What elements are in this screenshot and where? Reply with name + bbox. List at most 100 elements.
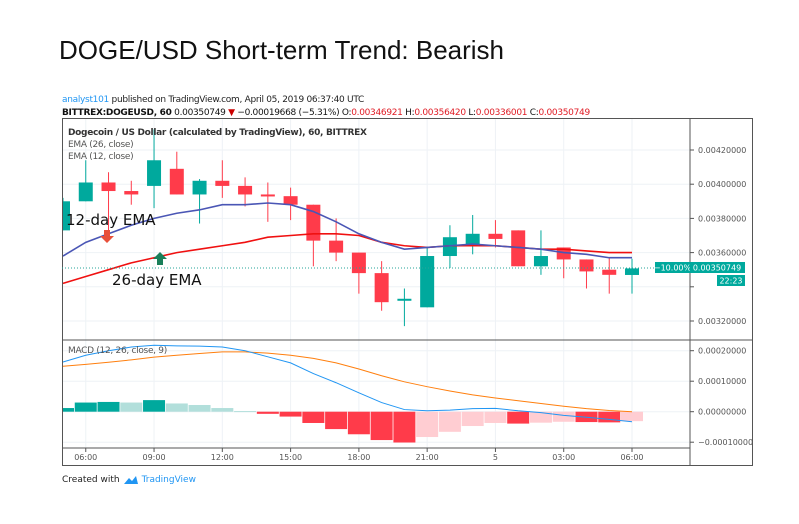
high-label: H: xyxy=(405,108,415,118)
annotation-ema26: 26-day EMA xyxy=(112,271,202,289)
time-tick-label: 5 xyxy=(493,453,498,462)
trading-chart[interactable]: 0.00420000 0.00400000 0.00380000 0.00360000… xyxy=(62,118,753,466)
price-tick-label: 0.00400000 xyxy=(698,180,746,189)
histogram-bar xyxy=(461,411,484,427)
price-badge-text: 0.00350749 xyxy=(693,264,741,273)
legend-macd[interactable]: MACD (12, 26, close, 9) xyxy=(68,346,167,356)
candle-body xyxy=(465,233,480,246)
candle-body xyxy=(147,160,162,186)
price-tick-label: 0.00420000 xyxy=(698,146,746,155)
candle-body xyxy=(238,185,253,195)
candle-body xyxy=(579,259,594,272)
histogram-bar xyxy=(143,400,166,412)
chart-frame xyxy=(62,118,753,466)
candle-body xyxy=(101,182,116,192)
candle-body xyxy=(260,194,275,197)
histogram-bar xyxy=(621,411,643,422)
candle-body xyxy=(556,247,571,260)
macd-tick-label: 0.00020000 xyxy=(698,347,746,356)
histogram-bar xyxy=(256,411,279,414)
tradingview-logo-icon xyxy=(123,476,138,484)
time-tick-label: 03:00 xyxy=(552,453,575,462)
macd-tick-label: 0.00000000 xyxy=(698,408,746,417)
legend-main: Dogecoin / US Dollar (calculated by Trad… xyxy=(68,128,367,138)
macd-line xyxy=(62,344,633,423)
histogram-bar xyxy=(211,408,234,412)
pct-badge xyxy=(655,262,690,273)
last-price: 0.00350749 xyxy=(174,108,226,118)
page-title: DOGE/USD Short-term Trend: Bearish xyxy=(59,35,505,65)
histogram-bar xyxy=(438,411,461,432)
tradingview-link[interactable]: TradingView xyxy=(141,475,196,485)
macd-histogram xyxy=(62,400,643,443)
histogram-bar xyxy=(188,404,211,412)
candle-body xyxy=(78,182,93,202)
histogram-bar xyxy=(165,403,188,412)
histogram-bar xyxy=(325,411,348,430)
histogram-bar xyxy=(598,411,621,423)
histogram-bar xyxy=(552,411,575,422)
time-tick-label: 09:00 xyxy=(143,453,166,462)
created-with-text: Created with xyxy=(62,475,120,485)
ema12-line xyxy=(62,202,632,259)
candle-body xyxy=(351,252,366,274)
price-tick-label: 0.00320000 xyxy=(698,317,746,326)
candle-body xyxy=(488,233,503,239)
countdown-badge xyxy=(717,275,745,286)
histogram-bar xyxy=(393,411,416,443)
histogram-bar xyxy=(416,411,439,438)
high-value: 0.00356420 xyxy=(414,108,466,118)
time-tick-label: 21:00 xyxy=(416,453,439,462)
macd-tick-label: −0.00010000 xyxy=(698,438,753,447)
candle-body xyxy=(192,180,207,195)
candle-body xyxy=(442,237,457,257)
histogram-bar xyxy=(62,408,74,412)
histogram-bar xyxy=(507,411,530,424)
low-label: L: xyxy=(468,108,476,118)
author-link[interactable]: analyst101 xyxy=(62,95,109,105)
footer: Created with TradingView xyxy=(62,475,196,485)
pct-badge-text: −10.00% xyxy=(654,264,692,273)
up-arrow-icon xyxy=(153,252,167,265)
histogram-bar xyxy=(234,411,257,413)
low-value: 0.00336001 xyxy=(475,108,528,118)
signal-line xyxy=(62,351,633,413)
candles xyxy=(62,129,639,327)
change: −0.00019668 (−5.31%) xyxy=(237,108,340,118)
histogram-bar xyxy=(370,411,393,441)
countdown-text: 22:23 xyxy=(719,277,742,286)
close-label: C: xyxy=(529,108,539,118)
candle-body xyxy=(420,256,435,308)
time-tick-label: 06:00 xyxy=(74,453,97,462)
candle-body xyxy=(329,240,344,253)
open-value: 0.00346921 xyxy=(351,108,403,118)
histogram-bar xyxy=(279,411,302,417)
price-tick-label: 0.00360000 xyxy=(698,249,746,258)
candle-body xyxy=(511,230,526,267)
candle-body xyxy=(124,191,139,195)
legend-ema12[interactable]: EMA (12, close) xyxy=(68,152,134,162)
open-label: O: xyxy=(341,108,352,118)
candle-body xyxy=(169,168,184,195)
macd-tick-label: 0.00010000 xyxy=(698,377,746,386)
histogram-bar xyxy=(347,411,370,435)
candle-body xyxy=(62,201,70,231)
chart-legend: Dogecoin / US Dollar (calculated by Trad… xyxy=(68,127,367,163)
price-tick-label: 0.00380000 xyxy=(698,214,746,223)
histogram-bar xyxy=(484,411,507,423)
indicator-lines xyxy=(62,202,633,423)
time-tick-label: 18:00 xyxy=(347,453,370,462)
histogram-bar xyxy=(529,411,552,423)
legend-ema26[interactable]: EMA (26, close) xyxy=(68,140,134,150)
histogram-bar xyxy=(97,401,120,412)
candle-body xyxy=(374,273,389,303)
price-badge xyxy=(690,262,745,273)
down-arrow-icon xyxy=(100,230,114,243)
ohlc-bar: BITTREX:DOGEUSD, 60 0.00350749 ▼ −0.0001… xyxy=(62,108,590,118)
candle-body xyxy=(283,196,298,205)
symbol: BITTREX:DOGEUSD, 60 xyxy=(62,108,172,118)
time-tick-label: 15:00 xyxy=(279,453,302,462)
candle-body xyxy=(215,180,230,186)
candle-body xyxy=(397,298,412,301)
histogram-bar xyxy=(74,402,97,412)
